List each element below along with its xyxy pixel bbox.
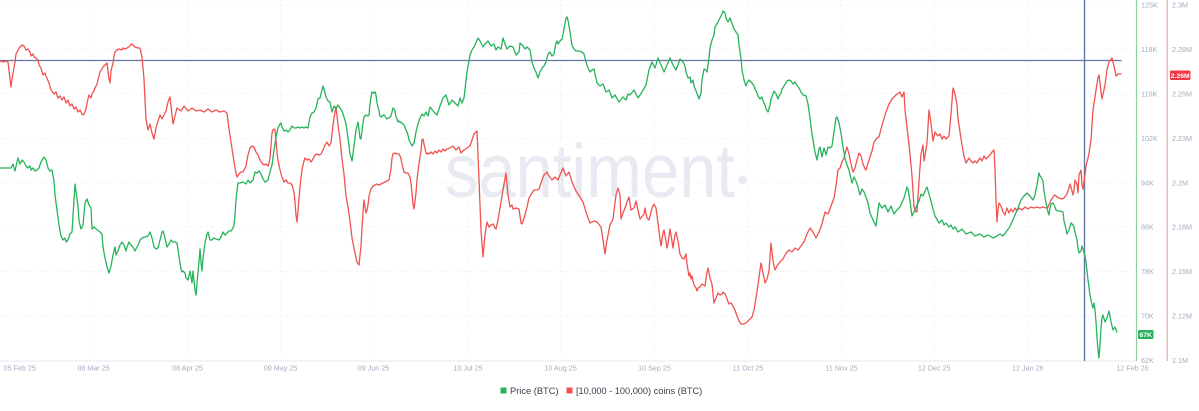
svg-text:110K: 110K [1141, 89, 1157, 98]
svg-text:118K: 118K [1141, 45, 1157, 54]
svg-text:2.15M: 2.15M [1172, 267, 1192, 276]
svg-text:[10,000 - 100,000) coins (BTC): [10,000 - 100,000) coins (BTC) [576, 386, 702, 396]
svg-text:86K: 86K [1141, 223, 1154, 232]
svg-text:santiment: santiment [445, 129, 735, 214]
svg-text:2.3M: 2.3M [1172, 1, 1188, 10]
svg-text:08 Apr 25: 08 Apr 25 [172, 364, 203, 373]
svg-text:2.26M: 2.26M [1171, 73, 1190, 80]
svg-text:11 Nov 25: 11 Nov 25 [825, 364, 857, 373]
svg-text:2.28M: 2.28M [1172, 45, 1192, 54]
svg-text:94K: 94K [1141, 178, 1154, 187]
svg-text:12 Feb 26: 12 Feb 26 [1116, 364, 1148, 373]
svg-text:08 Mar 25: 08 Mar 25 [77, 364, 109, 373]
svg-text:78K: 78K [1141, 267, 1154, 276]
svg-text:09 Jun 25: 09 Jun 25 [358, 364, 390, 373]
svg-text:2.2M: 2.2M [1172, 178, 1188, 187]
svg-text:11 Oct 25: 11 Oct 25 [733, 364, 764, 373]
svg-text:2.25M: 2.25M [1172, 89, 1192, 98]
svg-text:10 Jul 25: 10 Jul 25 [453, 364, 482, 373]
svg-text:05 Feb 25: 05 Feb 25 [4, 364, 36, 373]
svg-text:12 Jan 26: 12 Jan 26 [1012, 364, 1044, 373]
svg-text:70K: 70K [1141, 312, 1154, 321]
svg-text:09 May 25: 09 May 25 [264, 364, 298, 373]
svg-text:10 Sep 25: 10 Sep 25 [638, 364, 671, 373]
svg-text:2.18M: 2.18M [1172, 223, 1192, 232]
svg-text:62K: 62K [1141, 356, 1154, 365]
svg-text:67K: 67K [1139, 332, 1152, 339]
svg-text:10 Aug 25: 10 Aug 25 [544, 364, 576, 373]
svg-text:2.12M: 2.12M [1172, 312, 1192, 321]
svg-text:Price (BTC): Price (BTC) [510, 386, 559, 396]
svg-text:12 Dec 25: 12 Dec 25 [918, 364, 951, 373]
svg-text:2.23M: 2.23M [1172, 134, 1192, 143]
svg-text:125K: 125K [1141, 1, 1158, 10]
svg-text:102K: 102K [1141, 134, 1158, 143]
svg-text:2.1M: 2.1M [1172, 356, 1188, 365]
